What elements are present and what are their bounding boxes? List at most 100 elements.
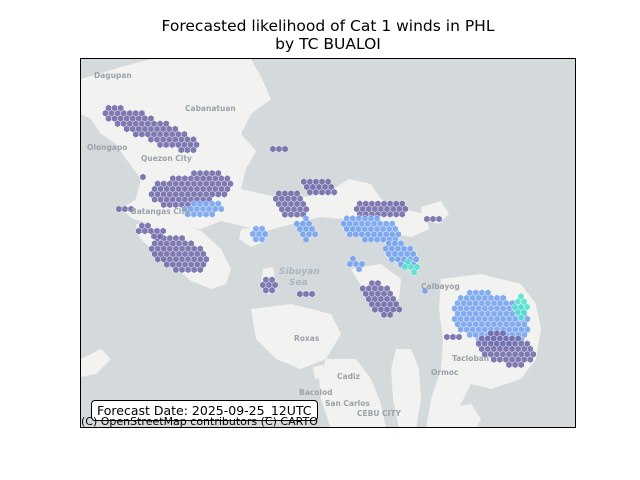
hex-cell bbox=[296, 290, 304, 298]
hex-cell bbox=[252, 235, 260, 244]
hex-cell bbox=[156, 232, 164, 241]
hex-cell bbox=[150, 232, 158, 241]
hex-cell bbox=[371, 305, 379, 314]
hex-cell bbox=[139, 173, 147, 181]
place-label-olongapo: Olongapo bbox=[87, 143, 127, 152]
hex-cell bbox=[141, 227, 149, 235]
hex-cell bbox=[190, 266, 198, 274]
place-label-tacloban: Tacloban bbox=[452, 354, 489, 363]
hex-cell bbox=[435, 215, 443, 223]
hex-cell bbox=[151, 195, 158, 204]
hex-cell bbox=[410, 268, 418, 277]
hex-cell bbox=[386, 210, 394, 219]
hex-cell bbox=[517, 313, 525, 322]
place-label-calbayog: Calbayog bbox=[421, 282, 460, 291]
hex-cell bbox=[527, 355, 534, 364]
hex-cell bbox=[154, 255, 161, 264]
hex-cell bbox=[380, 210, 388, 219]
place-label-sibuyan-sea: Sea bbox=[289, 278, 308, 288]
hex-cell bbox=[361, 235, 369, 244]
hex-cell bbox=[221, 190, 228, 199]
hex-cell bbox=[208, 210, 216, 219]
hex-cell bbox=[123, 125, 130, 133]
place-label-cabanatuan: Cabanatuan bbox=[185, 104, 236, 113]
land-negros bbox=[319, 359, 386, 427]
hex-cell bbox=[196, 210, 204, 219]
hex-cell bbox=[396, 305, 403, 314]
hex-cell bbox=[269, 145, 277, 153]
hex-cell bbox=[379, 235, 387, 244]
hex-cell bbox=[429, 215, 437, 223]
place-label-ormoc: Ormoc bbox=[431, 368, 459, 377]
hex-cell bbox=[178, 266, 186, 274]
hex-cell bbox=[455, 333, 463, 341]
hex-cell bbox=[496, 355, 504, 364]
place-label-sibuyan: Sibuyan bbox=[279, 267, 320, 277]
hex-cell bbox=[178, 146, 185, 154]
hex-cell bbox=[275, 145, 283, 153]
land-panay bbox=[251, 304, 341, 369]
hex-cell bbox=[172, 266, 180, 274]
land-cebu bbox=[391, 349, 421, 427]
hex-cell bbox=[505, 361, 513, 369]
hex-cell bbox=[202, 210, 210, 219]
hex-cell bbox=[386, 311, 394, 319]
hex-cell bbox=[443, 333, 451, 341]
place-label-batangas: Batangas City bbox=[131, 207, 190, 216]
hex-cell bbox=[421, 287, 429, 295]
hex-cell bbox=[215, 190, 222, 199]
hex-cell bbox=[105, 114, 112, 123]
hex-cell bbox=[302, 290, 310, 298]
basemap: Dagupan Cabanatuan Olongapo Quezon City … bbox=[81, 59, 575, 427]
hex-cell bbox=[121, 205, 129, 213]
hex-cell bbox=[184, 266, 192, 274]
map-title-line-1: Forecasted likelihood of Cat 1 winds in … bbox=[161, 17, 495, 35]
hex-cell bbox=[190, 146, 197, 154]
hex-cell bbox=[380, 311, 388, 319]
hex-cell bbox=[330, 188, 338, 197]
hex-cell bbox=[517, 361, 525, 369]
hex-cell bbox=[197, 266, 204, 274]
hex-cell bbox=[346, 260, 354, 268]
land-busuanga bbox=[81, 349, 111, 377]
hex-cell bbox=[138, 130, 146, 139]
hex-cell bbox=[127, 205, 135, 213]
hex-cell bbox=[268, 286, 276, 295]
hex-cell bbox=[373, 235, 381, 244]
hex-layer bbox=[102, 104, 537, 369]
hex-cell bbox=[311, 230, 319, 239]
place-label-san-carlos: San Carlos bbox=[325, 399, 370, 408]
hex-cell bbox=[308, 290, 316, 298]
hex-cell bbox=[457, 325, 464, 334]
hex-cell bbox=[147, 135, 155, 144]
hex-cell bbox=[115, 205, 123, 213]
hex-cell bbox=[262, 286, 270, 295]
hex-cell bbox=[156, 141, 164, 149]
hex-cell bbox=[287, 210, 295, 219]
hex-cell bbox=[293, 210, 301, 219]
hex-cell bbox=[302, 235, 310, 244]
hex-cell bbox=[281, 145, 289, 153]
hex-cell bbox=[218, 205, 225, 213]
hex-cell bbox=[346, 230, 353, 239]
map-frame: Dagupan Cabanatuan Olongapo Quezon City … bbox=[80, 58, 576, 428]
hex-cell bbox=[399, 210, 406, 219]
hex-cell bbox=[162, 141, 170, 149]
place-label-bacolod: Bacolod bbox=[299, 388, 332, 397]
hex-cell bbox=[135, 227, 143, 235]
hex-cell bbox=[490, 355, 498, 364]
place-label-roxas: Roxas bbox=[294, 334, 320, 343]
hex-cell bbox=[163, 260, 171, 269]
place-label-cebu-city: CEBU CITY bbox=[357, 409, 401, 418]
map-attribution: (C) OpenStreetMap contributors (C) CARTO bbox=[81, 415, 318, 428]
hex-cell bbox=[312, 188, 320, 197]
hex-cell bbox=[355, 265, 363, 274]
hex-cell bbox=[132, 130, 140, 139]
place-label-quezon-city: Quezon City bbox=[141, 154, 192, 163]
hex-cell bbox=[281, 210, 289, 219]
forecast-date-label: Forecast Date: 2025-09-25_12UTC bbox=[91, 400, 318, 421]
hex-cell bbox=[184, 146, 191, 154]
hex-cell bbox=[352, 230, 360, 239]
land-guimaras bbox=[313, 365, 325, 379]
hex-cell bbox=[392, 210, 400, 219]
